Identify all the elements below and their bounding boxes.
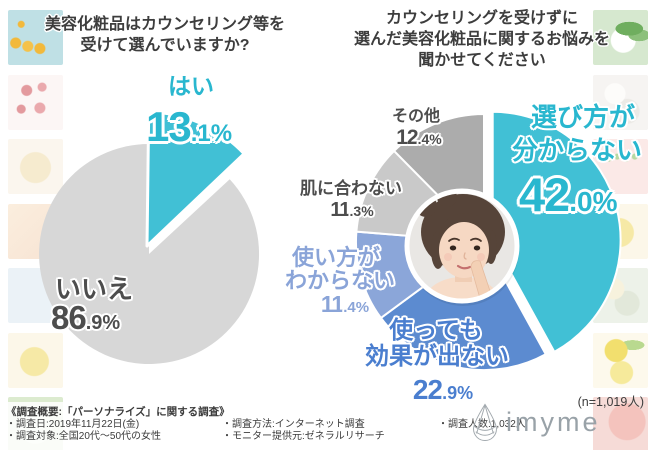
percent-no: 86.9% (51, 299, 121, 336)
label-noeffect-1: 使っても (389, 317, 483, 344)
survey-date: ・調査日:2019年11月22日(金) (6, 418, 140, 430)
label-howtouse-2: わからない (284, 268, 396, 293)
leaf-tile (593, 10, 648, 65)
eye (449, 245, 457, 251)
cream-sphere-tile (8, 139, 63, 194)
slice-いいえ (39, 144, 260, 364)
right-chart-title: カウンセリングを受けずに 選んだ美容化粧品に関するお悩みを 聞かせてください (353, 10, 610, 69)
percent-other: 12.4% (396, 126, 442, 149)
left-chart-title: 美容化粧品はカウンセリング等を 受けて選んでいますか? (44, 16, 285, 54)
survey-provider: ・モニター提供元:ゼネラルリサーチ (222, 431, 385, 442)
brand-logo: imyme (470, 401, 601, 443)
label-skin: 肌に合わない (300, 179, 402, 198)
label-howtouse-1: 使い方が (291, 245, 381, 270)
label-howtochoose-2: 分からない (511, 135, 643, 165)
slice-使っても効果が出ない (379, 241, 547, 372)
eye (473, 245, 481, 251)
label-howtochoose-1: 選び方が (530, 102, 636, 132)
oil-drops-tile (8, 10, 63, 65)
pink-berries-tile (8, 75, 63, 130)
percent-yes: 13.1% (146, 103, 233, 150)
label-noeffect-2: 効果が出ない (365, 343, 509, 370)
survey-heading: 《調査概要:「パーソナライズ」に関する調査》 (6, 406, 230, 418)
label-no: いいえ (55, 274, 134, 304)
water-drop-icon (473, 403, 497, 441)
percent-howtochoose: 42.0% (519, 168, 618, 221)
survey-method: ・調査方法:インターネット調査 (222, 418, 365, 430)
brand-name: imyme (506, 406, 601, 437)
hand (470, 260, 494, 299)
pink-sphere-tile (593, 397, 648, 450)
yellow-sphere-tile (8, 333, 63, 388)
percent-howtouse: 11.4% (320, 291, 370, 317)
label-yes: はい (168, 73, 214, 99)
survey-count: ・調査人数:1,032人 (438, 418, 526, 430)
woman-thinking-photo (404, 188, 520, 306)
percent-skin: 11.3% (330, 199, 374, 221)
survey-target: ・調査対象:全国20代〜50代の女性 (6, 431, 162, 442)
lemon-tile (593, 333, 648, 388)
white-spheres-tile (593, 75, 648, 130)
slice-選び方が分からない (491, 110, 622, 353)
label-other: その他 (391, 108, 441, 125)
slice-はい (145, 110, 246, 248)
percent-noeffect: 22.9% (412, 374, 474, 405)
sample-size: (n=1,019人) (577, 395, 644, 409)
